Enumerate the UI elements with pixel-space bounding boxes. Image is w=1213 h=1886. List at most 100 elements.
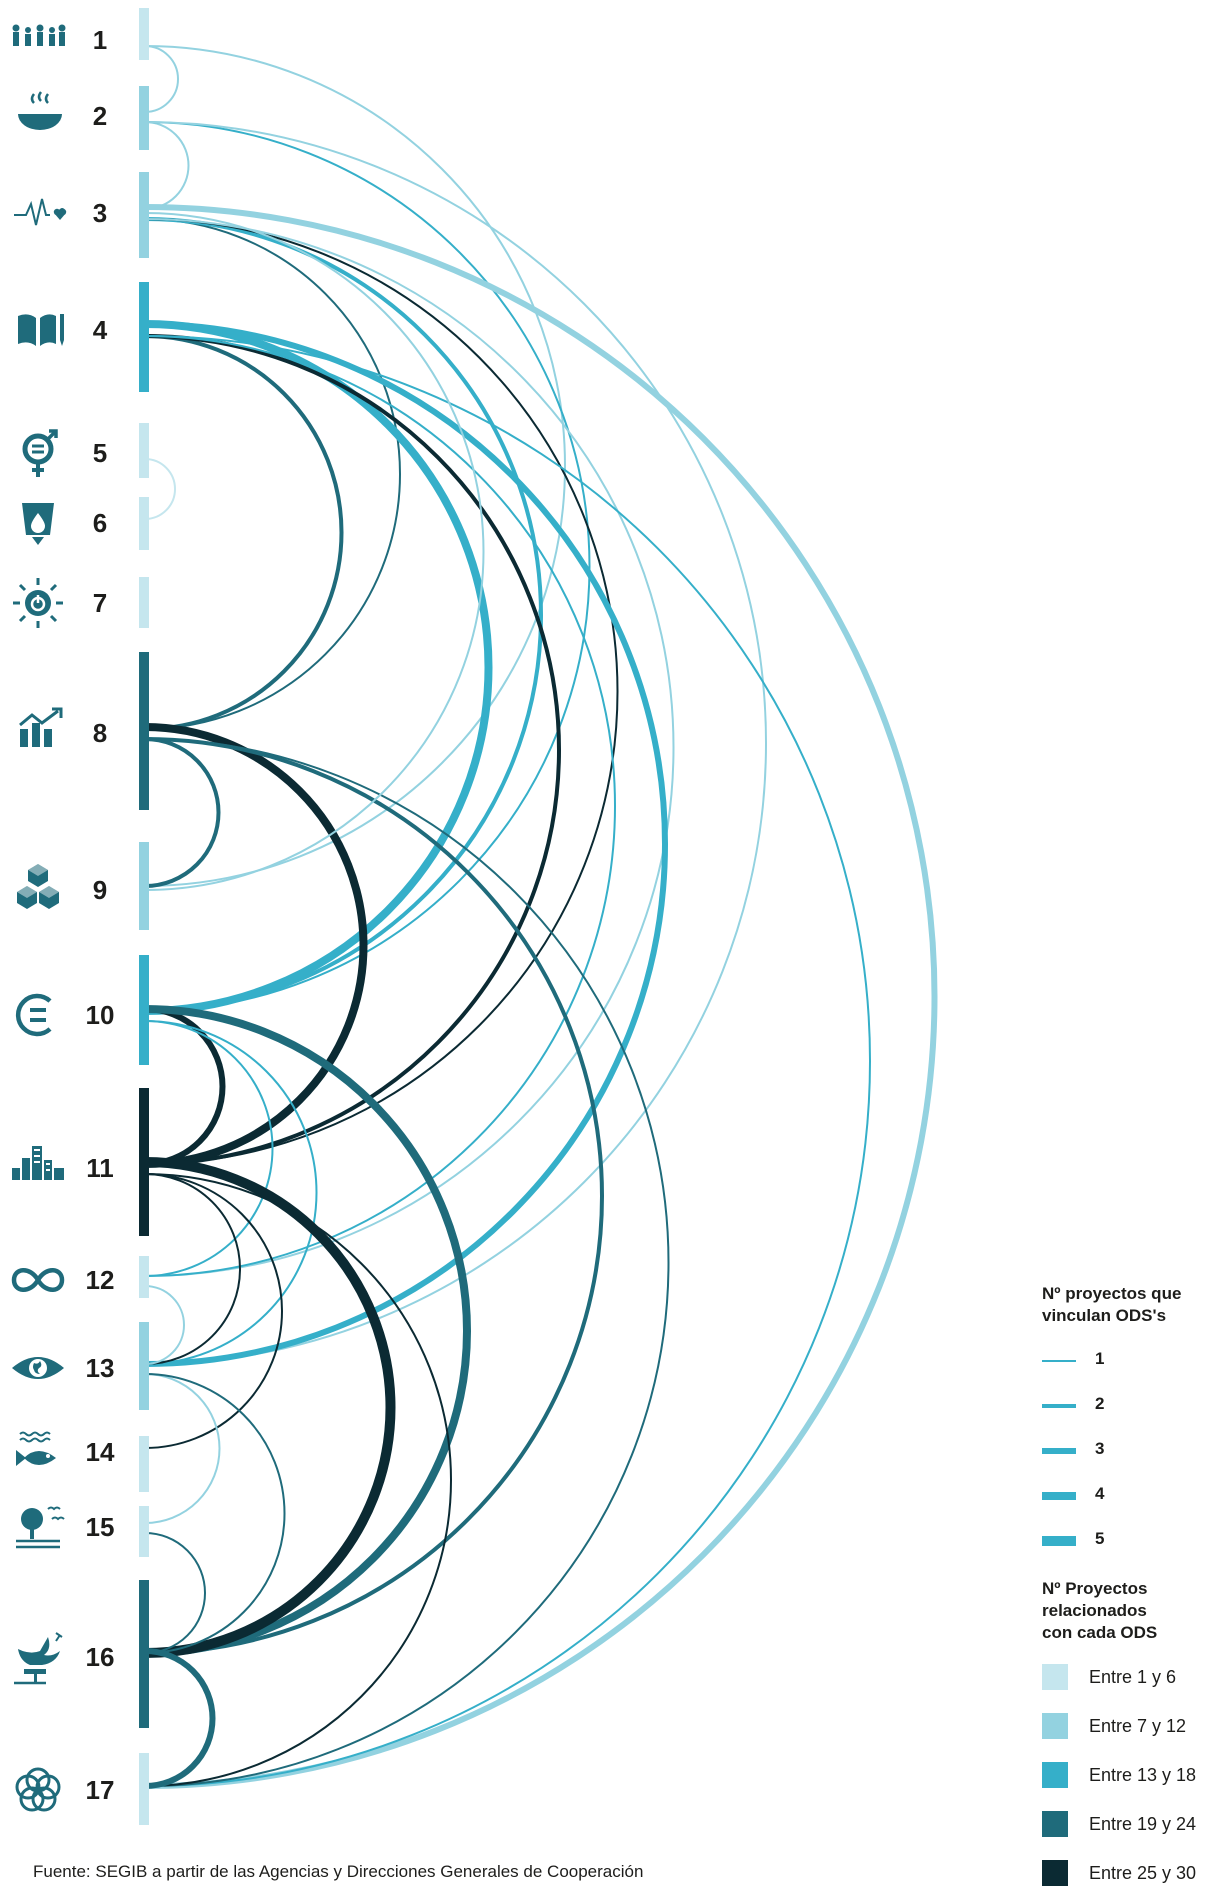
ods-bar-6 <box>139 497 149 550</box>
link-arc-10-12 <box>144 1020 274 1277</box>
legend-line-sample <box>1042 1492 1076 1500</box>
legend-box-label: Entre 13 y 18 <box>1089 1765 1197 1785</box>
tree-birds-icon <box>16 1506 65 1549</box>
link-arc-11-17 <box>144 1173 452 1787</box>
legend-line-row: 3 <box>1042 1439 1212 1469</box>
flower-rings-icon <box>15 1767 61 1812</box>
ods-bar-14 <box>139 1436 149 1492</box>
water-glass-icon <box>22 503 54 545</box>
legend-line-sample <box>1042 1536 1076 1546</box>
link-arc-13-15 <box>144 1373 221 1524</box>
link-arc-5-6 <box>144 458 176 520</box>
ods-bar-4 <box>139 282 149 392</box>
heartbeat-icon <box>14 198 67 226</box>
link-arc-8-9 <box>144 737 221 888</box>
legend-box-row: Entre 1 y 6 <box>1042 1664 1212 1690</box>
ods-icons <box>11 24 67 1812</box>
ods-number-1: 1 <box>93 25 107 55</box>
link-arc-8-17 <box>144 738 670 1787</box>
legend-swatch <box>1042 1860 1068 1886</box>
link-arc-11-13 <box>144 1173 241 1365</box>
ods-number-16: 16 <box>86 1642 115 1672</box>
equality-circle-icon <box>15 993 52 1037</box>
ods-number-6: 6 <box>93 508 107 538</box>
legend-line-row: 2 <box>1042 1394 1212 1424</box>
eye-globe-icon <box>12 1357 64 1379</box>
link-arc-8-11 <box>144 723 368 1168</box>
ods-number-12: 12 <box>86 1265 115 1295</box>
sun-power-icon <box>13 578 63 628</box>
link-arcs <box>144 45 938 1789</box>
legend-box-label: Entre 7 y 12 <box>1089 1716 1187 1736</box>
link-arc-4-8 <box>144 334 344 731</box>
link-arc-10-11 <box>144 1006 226 1167</box>
open-book-pencil-icon <box>18 314 64 346</box>
link-arc-10-13 <box>144 1020 318 1365</box>
ods-bar-13 <box>139 1322 149 1410</box>
legend-line-label: 5 <box>1095 1529 1105 1548</box>
link-arc-9-3 <box>144 212 485 891</box>
legend-swatch <box>1042 1762 1068 1788</box>
family-people-icon <box>12 24 66 46</box>
legend-line-label: 3 <box>1095 1439 1105 1458</box>
link-arc-3-10 <box>144 217 543 1013</box>
link-arc-16-17 <box>144 1648 216 1789</box>
ods-bars <box>139 8 149 1825</box>
ods-bar-7 <box>139 577 149 628</box>
stacked-cubes-icon <box>17 864 59 909</box>
link-arc-1-9 <box>144 45 566 887</box>
ods-bar-9 <box>139 842 149 930</box>
legend-line-sample <box>1042 1360 1076 1362</box>
link-arc-4-11 <box>144 334 561 1166</box>
legend-box-row: Entre 7 y 12 <box>1042 1713 1212 1739</box>
ods-number-7: 7 <box>93 588 107 618</box>
ods-number-5: 5 <box>93 438 107 468</box>
legend-box-row: Entre 25 y 30 <box>1042 1860 1212 1886</box>
legend-lines-title-line1: Nº proyectos que <box>1042 1284 1182 1303</box>
link-arc-12-13 <box>144 1285 185 1365</box>
ods-bar-3 <box>139 172 149 258</box>
ods-bar-1 <box>139 8 149 60</box>
link-arc-2-3 <box>144 121 190 210</box>
legend-box-label: Entre 25 y 30 <box>1089 1863 1197 1883</box>
link-arc-3-17 <box>144 204 938 1789</box>
legend-boxes-title-line1: Nº Proyectos <box>1042 1579 1148 1598</box>
legend-swatch <box>1042 1713 1068 1739</box>
legend-lines-title: Nº proyectos que vinculan ODS's <box>1042 1283 1181 1327</box>
link-arc-4-10 <box>144 320 493 1015</box>
link-arc-15-16 <box>144 1532 206 1654</box>
link-arc-13-16 <box>144 1373 286 1654</box>
ods-bar-12 <box>139 1256 149 1298</box>
ods-bar-10 <box>139 955 149 1065</box>
link-arc-2-13 <box>144 121 767 1365</box>
ods-number-15: 15 <box>86 1512 115 1542</box>
legend-line-sample <box>1042 1448 1076 1454</box>
legend-box-label: Entre 19 y 24 <box>1089 1814 1197 1834</box>
link-arc-10-16 <box>144 1005 471 1657</box>
ods-number-9: 9 <box>93 875 107 905</box>
ods-number-14: 14 <box>86 1437 115 1467</box>
ods-number-2: 2 <box>93 101 107 131</box>
ods-bar-17 <box>139 1753 149 1825</box>
legend-boxes-title: Nº Proyectos relacionados con cada ODS <box>1042 1578 1157 1644</box>
ods-number-11: 11 <box>86 1153 114 1183</box>
ods-number-13: 13 <box>86 1353 115 1383</box>
link-arc-8-16 <box>144 737 604 1655</box>
link-arc-2-10 <box>144 121 591 1012</box>
link-arc-11-16 <box>144 1157 396 1658</box>
ods-number-10: 10 <box>86 1000 115 1030</box>
link-arc-4-17 <box>144 335 871 1787</box>
steaming-bowl-icon <box>18 91 62 130</box>
ods-bar-16 <box>139 1580 149 1728</box>
legend-line-label: 1 <box>1095 1349 1105 1368</box>
ods-number-8: 8 <box>93 718 107 748</box>
legend-lines-title-line2: vinculan ODS's <box>1042 1306 1167 1325</box>
legend-box-row: Entre 13 y 18 <box>1042 1762 1212 1788</box>
link-arc-3-11 <box>144 218 619 1165</box>
ods-bar-5 <box>139 423 149 478</box>
growth-chart-icon <box>19 707 63 747</box>
legend-line-sample <box>1042 1404 1076 1408</box>
ods-number-3: 3 <box>93 198 107 228</box>
link-arc-4-12 <box>144 335 616 1277</box>
